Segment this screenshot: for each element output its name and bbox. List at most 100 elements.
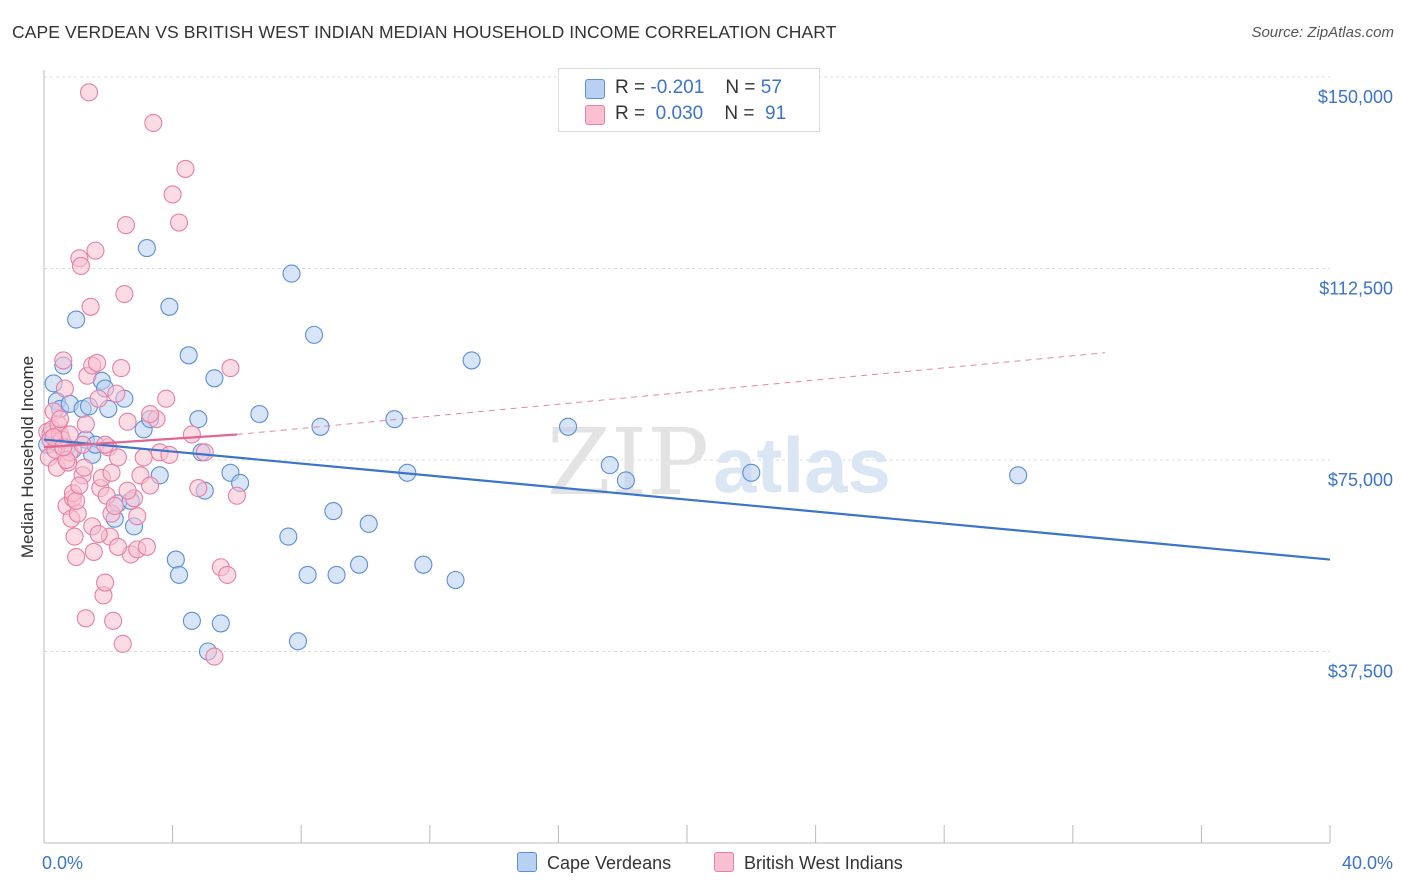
british-west-indian-point-90 xyxy=(70,476,89,495)
british-west-indian-point-18 xyxy=(67,547,86,567)
british-west-indian-point-42 xyxy=(105,496,124,516)
y-tick-label-3: $150,000 xyxy=(1318,87,1393,107)
cape-verdean-point-44 xyxy=(298,565,317,584)
cape-verdean-point-36 xyxy=(205,369,224,388)
cape-verdean-point-45 xyxy=(305,325,324,344)
british-west-indian-point-84 xyxy=(118,481,137,500)
x-tick-label-0: 0.0% xyxy=(42,853,83,873)
british-west-indian-point-27 xyxy=(81,297,100,316)
cape-verdean-point-47 xyxy=(324,502,343,521)
watermark: ZIP atlas xyxy=(547,409,891,516)
cape-verdean-point-31 xyxy=(182,611,201,630)
british-west-indian-point-71 xyxy=(221,359,240,378)
british-west-indian-point-31 xyxy=(87,353,107,373)
cape-verdean-point-56 xyxy=(558,417,578,436)
chart-title: CAPE VERDEAN VS BRITISH WEST INDIAN MEDI… xyxy=(12,22,837,42)
y-tick-label-2: $112,500 xyxy=(1319,279,1393,299)
data-points xyxy=(38,83,1028,666)
cape-verdean-point-57 xyxy=(600,456,619,475)
british-west-indian-point-83 xyxy=(108,537,127,556)
british-west-indian-point-70 xyxy=(218,565,237,584)
british-west-indian-point-62 xyxy=(163,185,182,204)
british-west-indian-point-11 xyxy=(55,379,74,398)
watermark-atlas: atlas xyxy=(713,421,891,509)
british-west-indian-point-30 xyxy=(86,241,105,260)
bottom-legend-swatch-pink xyxy=(714,852,734,872)
british-west-indian-point-80 xyxy=(89,524,108,544)
tick-labels: $37,500 $75,000 $112,500 $150,000 0.0% 40.0% xyxy=(42,87,1393,873)
british-west-indian-point-26 xyxy=(79,83,99,102)
cape-verdean-point-28 xyxy=(166,550,185,569)
british-west-indian-point-82 xyxy=(102,463,121,482)
cape-verdean-point-9 xyxy=(67,310,86,329)
cape-verdean-point-41 xyxy=(279,527,298,546)
cape-verdean-point-59 xyxy=(742,463,761,482)
r-value-cape-verdeans: -0.201 xyxy=(650,77,705,98)
n-value-british-west-indians: 91 xyxy=(765,103,787,124)
british-west-indian-point-23 xyxy=(75,458,94,477)
cape-verdean-point-54 xyxy=(446,570,465,590)
british-west-indian-point-24 xyxy=(76,415,95,434)
british-west-indian-point-41 xyxy=(104,611,123,630)
british-west-indian-point-43 xyxy=(107,384,126,403)
cape-verdean-point-48 xyxy=(327,565,346,584)
british-west-indian-point-17 xyxy=(65,527,84,546)
cape-verdean-point-49 xyxy=(350,555,369,574)
british-west-indian-point-54 xyxy=(134,448,153,467)
british-west-indian-point-73 xyxy=(51,410,70,429)
cape-verdean-point-50 xyxy=(359,514,378,533)
cape-verdean-point-42 xyxy=(282,264,301,283)
british-west-indian-point-55 xyxy=(137,537,156,556)
r-value-british-west-indians: 0.030 xyxy=(655,103,704,124)
legend-swatch-pink xyxy=(585,105,605,125)
british-west-indian-trend-line xyxy=(43,433,237,449)
british-west-indian-point-29 xyxy=(84,542,103,561)
trend-lines xyxy=(43,352,1331,561)
stats-legend: R = -0.201 N = 57 R = 0.030 N = 91 xyxy=(558,68,820,132)
legend-swatch-blue xyxy=(585,79,605,99)
british-west-indian-point-45 xyxy=(112,359,131,378)
british-west-indian-point-32 xyxy=(89,389,108,408)
british-west-indian-point-67 xyxy=(195,443,214,462)
cape-verdean-point-58 xyxy=(616,471,635,490)
british-west-indian-point-57 xyxy=(144,113,163,133)
british-west-indian-point-66 xyxy=(189,479,208,498)
x-tick-label-1: 40.0% xyxy=(1342,853,1393,873)
british-west-indian-point-21 xyxy=(71,256,91,275)
bottom-legend-british-west-indians: British West Indians xyxy=(714,852,903,874)
british-west-indian-point-56 xyxy=(141,476,160,495)
cape-verdean-point-55 xyxy=(462,351,481,370)
n-value-cape-verdeans: 57 xyxy=(760,77,782,98)
cape-verdean-point-37 xyxy=(211,614,230,633)
british-west-indian-point-44 xyxy=(108,448,127,467)
british-west-indian-point-63 xyxy=(169,213,189,232)
british-west-indian-point-78 xyxy=(76,609,95,628)
cape-verdean-point-53 xyxy=(414,555,433,574)
british-west-indian-point-46 xyxy=(113,634,132,653)
british-west-indian-point-10 xyxy=(54,351,73,370)
british-west-indian-point-68 xyxy=(205,647,224,666)
british-west-indian-point-60 xyxy=(157,389,176,408)
cape-verdean-point-24 xyxy=(137,239,156,258)
british-west-indian-point-72 xyxy=(227,486,246,505)
y-tick-label-1: $75,000 xyxy=(1328,470,1393,490)
british-west-indian-point-76 xyxy=(67,491,86,510)
cape-verdean-point-32 xyxy=(189,410,208,429)
bottom-legend-cape-verdeans: Cape Verdeans xyxy=(517,852,671,874)
source-label: Source: ZipAtlas.com xyxy=(1251,24,1394,41)
cape-verdean-trend-line xyxy=(43,438,1331,561)
cape-verdean-point-60 xyxy=(1009,466,1028,485)
cape-verdean-point-46 xyxy=(311,417,330,436)
british-west-indian-point-64 xyxy=(176,159,195,178)
cape-verdean-point-29 xyxy=(169,565,189,584)
british-west-indian-point-61 xyxy=(160,445,179,464)
cape-verdean-point-40 xyxy=(250,404,269,424)
british-west-indian-point-48 xyxy=(116,216,136,235)
british-west-indian-point-49 xyxy=(118,412,137,431)
cape-verdean-point-27 xyxy=(160,297,179,316)
cape-verdean-point-30 xyxy=(179,346,198,365)
british-west-indian-point-36 xyxy=(96,573,115,592)
cape-verdean-point-43 xyxy=(288,632,308,651)
british-west-indian-point-47 xyxy=(115,284,134,304)
